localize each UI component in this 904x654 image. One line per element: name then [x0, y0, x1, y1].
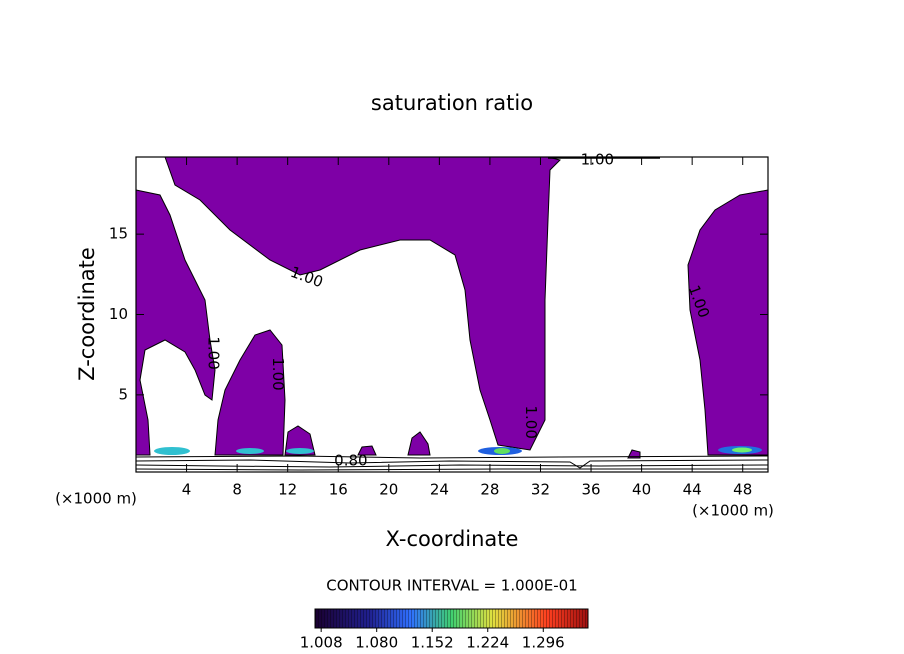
x-tick-label: 44: [683, 481, 702, 499]
x-tick-label: 8: [232, 481, 242, 499]
contour-label: 1.00: [522, 405, 540, 438]
colorbar-label: 1.224: [466, 634, 509, 652]
y-tick-label: 5: [118, 385, 128, 403]
x-tick-label: 36: [581, 481, 600, 499]
x-tick-label: 32: [531, 481, 550, 499]
x-axis-label: X-coordinate: [386, 527, 519, 551]
y-tick-label: 10: [109, 305, 128, 323]
x-tick-label: 20: [379, 481, 398, 499]
x-tick-label: 4: [182, 481, 192, 499]
y-axis-label: Z-coordinate: [75, 247, 99, 381]
colorbar-label: 1.008: [300, 634, 343, 652]
ground-contours: [135, 455, 769, 471]
y-tick-label: 15: [109, 225, 128, 243]
contour-label: 1.00: [205, 336, 223, 369]
x-tick-label: 12: [278, 481, 297, 499]
x-tick-label: 16: [329, 481, 348, 499]
x-tick-label: 24: [430, 481, 449, 499]
chart-title: saturation ratio: [371, 91, 533, 115]
colorbar-label: 1.296: [522, 634, 565, 652]
colorbar-label: 1.080: [355, 634, 398, 652]
colorbar-frame: [314, 608, 589, 629]
moist-spots: [154, 446, 762, 455]
x-tick-label: 48: [733, 481, 752, 499]
contour-label: 0.80: [334, 451, 367, 469]
contour-fill: [135, 156, 769, 459]
x-tick-label: 40: [632, 481, 651, 499]
colorbar-label: 1.152: [411, 634, 454, 652]
contour-interval: CONTOUR INTERVAL = 1.000E-01: [326, 577, 577, 595]
contour-label: 1.00: [269, 357, 287, 390]
x-unit: (×1000 m): [692, 502, 774, 520]
contour-label: 1.00: [581, 151, 614, 169]
x-tick-label: 28: [480, 481, 499, 499]
x-unit: (×1000 m): [55, 490, 137, 508]
